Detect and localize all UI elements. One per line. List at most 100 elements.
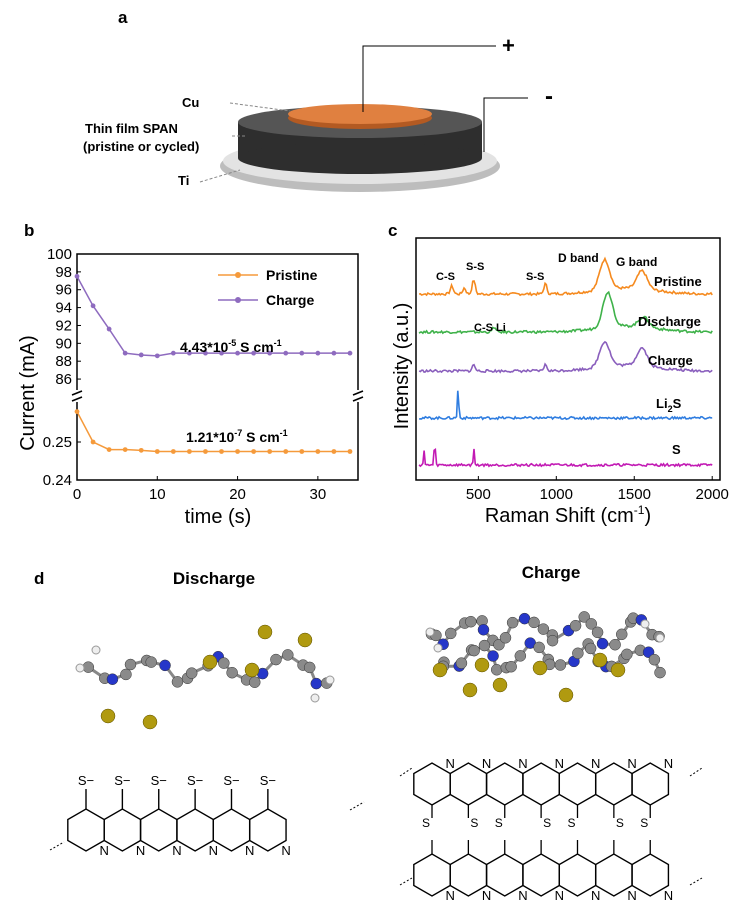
- nitrogen-label: N: [555, 888, 564, 903]
- data-point-charge: [299, 350, 305, 356]
- nitrogen-label: N: [99, 843, 108, 858]
- hydrogen-atom: [325, 675, 335, 685]
- chain-continuation: [399, 767, 413, 777]
- data-point-pristine: [267, 449, 273, 454]
- s-minus-label: S−: [223, 773, 239, 788]
- sulfur-atom: [244, 662, 260, 678]
- chain-continuation: [399, 877, 413, 886]
- data-point-charge: [331, 350, 337, 356]
- nitrogen-label: N: [245, 843, 254, 858]
- s-label: S: [543, 816, 551, 830]
- carbon-atom: [455, 657, 468, 669]
- pristine-conductivity-annotation: 1.21*10-7 S cm-1: [186, 428, 288, 445]
- panel-a: a + - Cu Thin film SPAN (pristine or cyc…: [83, 8, 553, 192]
- nitrogen-atom: [487, 650, 499, 662]
- y-tick-label: 88: [55, 353, 72, 370]
- x-tick-label: 30: [310, 486, 327, 503]
- s-label: S: [640, 816, 648, 830]
- x-tick-label: 2000: [696, 486, 729, 503]
- data-point-charge: [347, 350, 353, 356]
- ring: [248, 808, 287, 852]
- ti-label: Ti: [178, 173, 189, 188]
- carbon-atom: [145, 656, 157, 668]
- x-tick-label: 500: [466, 486, 491, 503]
- sulfur-atom: [202, 654, 218, 670]
- y-tick-label: 94: [55, 300, 72, 317]
- positive-wire: [362, 45, 496, 112]
- panel-c-plot: 500 1000 1500 2000: [415, 237, 729, 503]
- y-tick-label: 92: [55, 317, 72, 334]
- carbon-atom: [444, 627, 457, 640]
- sulfur-atom: [432, 662, 448, 678]
- discharge-title: Discharge: [173, 569, 255, 588]
- carbon-atom: [270, 653, 282, 666]
- carbon-atom: [218, 657, 230, 669]
- data-point-pristine: [251, 449, 257, 454]
- x-tick-label: 1000: [540, 486, 573, 503]
- s-label: S: [567, 816, 575, 830]
- carbon-atom: [124, 658, 137, 671]
- data-point-pristine: [138, 447, 144, 453]
- data-point-pristine: [347, 449, 353, 454]
- peak-label-d-band: D band: [558, 251, 599, 265]
- carbon-atom: [648, 653, 661, 666]
- axis-break-mark: [352, 390, 364, 396]
- span-film-bottom: [238, 142, 482, 174]
- s-minus-label: S−: [78, 773, 94, 788]
- ring: [631, 853, 670, 897]
- carbon-atom: [654, 666, 666, 679]
- cu-leader: [229, 102, 291, 112]
- x-axis-title: Raman Shift (cm-1): [485, 503, 651, 527]
- carbon-atom: [506, 616, 519, 629]
- y-tick-label: 98: [55, 264, 72, 281]
- y-axis-title: Current (mA): [17, 335, 39, 451]
- hydrogen-atom: [91, 645, 101, 655]
- carbon-atom: [120, 668, 132, 681]
- data-point-charge: [203, 350, 208, 356]
- s-label: S: [495, 816, 503, 830]
- data-point-pristine: [187, 449, 192, 454]
- peak-label-ss-2: S-S: [526, 271, 544, 283]
- charge-title: Charge: [522, 563, 581, 582]
- nitrogen-label: N: [518, 756, 527, 771]
- data-point-charge: [122, 350, 128, 356]
- carbon-atom: [465, 615, 477, 628]
- nitrogen-label: N: [281, 843, 290, 858]
- s-minus-label: S−: [114, 773, 130, 788]
- sulfur-atom: [592, 652, 608, 668]
- data-point-pristine: [106, 447, 112, 452]
- carbon-atom: [591, 626, 604, 639]
- y-tick-label: 86: [55, 371, 72, 388]
- sulfur-atom: [297, 632, 313, 648]
- y-tick-label: 96: [55, 282, 72, 299]
- spectrum-s: [418, 448, 713, 468]
- sulfur-atom: [474, 657, 490, 673]
- nitrogen-label: N: [445, 888, 454, 903]
- plot-frame: [415, 237, 721, 481]
- carbon-atom: [171, 676, 184, 688]
- nitrogen-atom: [477, 623, 490, 636]
- charge-conductivity-annotation: 4.43*10-5 S cm-1: [180, 338, 282, 355]
- data-point-pristine: [299, 449, 305, 454]
- panel-c-chart: c Intensity (a.u.) Raman Shift (cm-1) 50…: [388, 221, 729, 527]
- chain-continuation: [689, 767, 703, 777]
- spectrum-pristine: [419, 256, 713, 297]
- cu-disk-top: [288, 104, 432, 124]
- spectrum-discharge: [418, 290, 713, 335]
- data-point-pristine: [315, 449, 321, 454]
- data-point-charge: [90, 303, 96, 309]
- carbon-atom: [82, 661, 95, 673]
- axis-break-gap-left: [73, 390, 81, 402]
- data-point-charge: [154, 353, 160, 359]
- sulfur-atom: [492, 677, 508, 693]
- carbon-atom: [554, 659, 567, 671]
- carbon-atom: [621, 648, 633, 661]
- data-point-pristine: [74, 409, 80, 414]
- plot-frame: [76, 253, 359, 481]
- nitrogen-label: N: [664, 888, 673, 903]
- hydrogen-atom: [75, 663, 85, 673]
- legend: Pristine Charge: [218, 267, 318, 308]
- y-tick-label: 0.24: [43, 472, 72, 489]
- legend-charge-marker: [235, 297, 241, 303]
- y-tick-label: 90: [55, 335, 72, 352]
